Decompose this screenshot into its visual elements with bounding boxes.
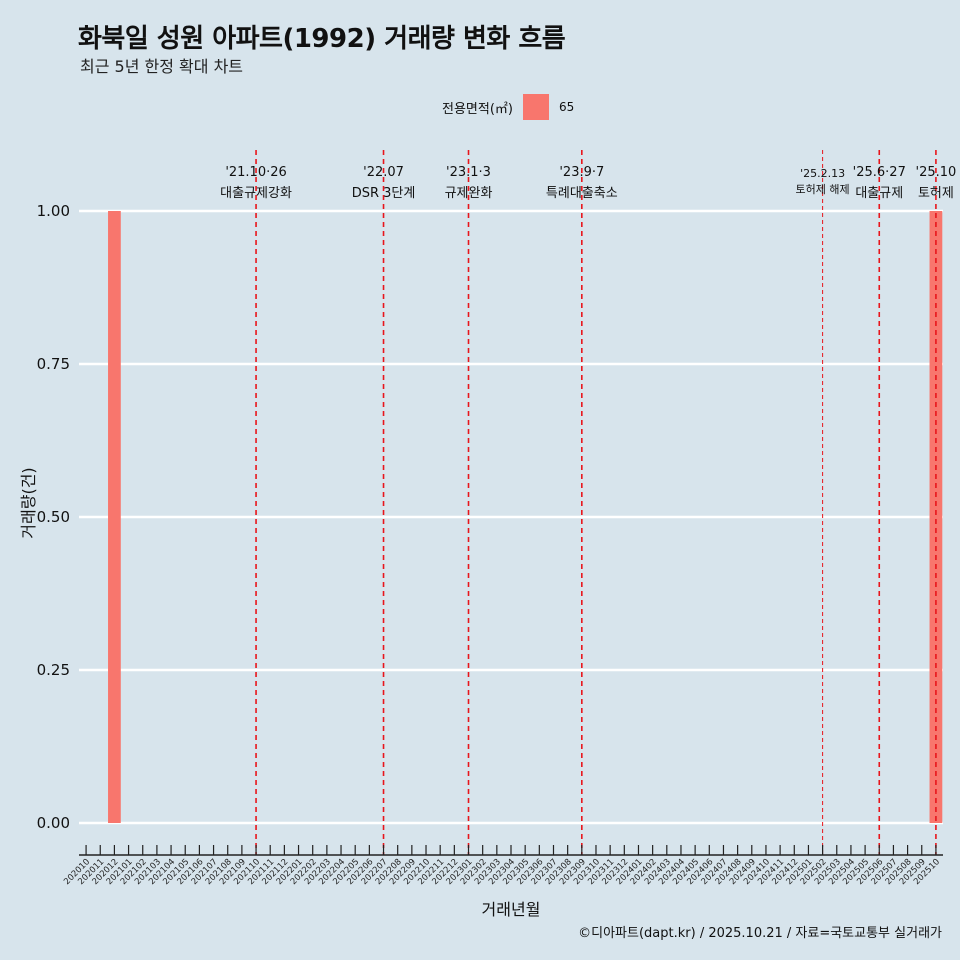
event-date-label: '22.07 [363, 165, 404, 180]
bar [929, 211, 943, 823]
y-tick-label: 0.00 [37, 814, 70, 832]
event-label: 대출규제 [855, 186, 903, 201]
y-axis-label: 거래량(건) [19, 467, 38, 538]
event-label: 규제완화 [445, 186, 493, 201]
event-label: 특례대출축소 [546, 186, 618, 201]
event-date-label: '25.10 [916, 165, 957, 180]
source-caption: ©디아파트(dapt.kr) / 2025.10.21 / 자료=국토교통부 실… [578, 926, 942, 941]
x-axis-label: 거래년월 [482, 900, 541, 919]
chart-title: 화북일 성원 아파트(1992) 거래량 변화 흐름 [78, 24, 566, 54]
bar [108, 211, 121, 823]
event-date-label: '21.10·26 [225, 165, 286, 180]
event-date-label: '23.9·7 [559, 165, 604, 180]
y-tick-label: 1.00 [37, 202, 70, 220]
y-tick-label: 0.25 [37, 661, 70, 679]
legend-swatch [522, 94, 549, 120]
event-date-label: '25.2.13 [800, 167, 845, 180]
legend-title: 전용면적(㎡) [442, 101, 513, 117]
event-date-label: '23.1·3 [446, 165, 491, 180]
event-label: DSR 3단계 [352, 186, 416, 201]
event-date-label: '25.6·27 [853, 165, 906, 180]
y-tick-label: 0.50 [37, 508, 70, 526]
event-label: 토허제 해제 [796, 182, 850, 196]
y-tick-label: 0.75 [37, 355, 70, 373]
legend-label: 65 [558, 100, 575, 114]
chart-subtitle: 최근 5년 한정 확대 차트 [80, 57, 244, 76]
legend: 전용면적(㎡) 65 [442, 93, 574, 121]
event-label: 토허제 [918, 186, 954, 201]
event-label: 대출규제강화 [220, 186, 292, 201]
